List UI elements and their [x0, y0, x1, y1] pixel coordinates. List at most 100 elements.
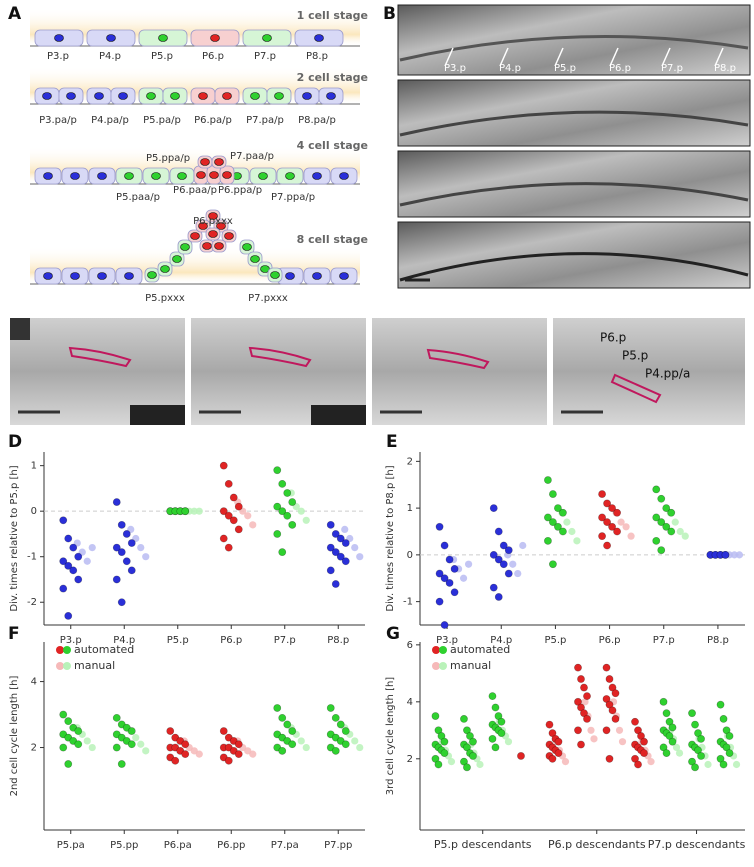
- outline: [426, 348, 490, 370]
- data-point: [631, 754, 639, 763]
- cell-label: P7.ppa/p: [271, 192, 315, 203]
- cell-label: P7.pxxx: [248, 293, 288, 304]
- arrow: [609, 47, 619, 67]
- data-point: [127, 740, 136, 749]
- cell-label: P4.p: [499, 63, 521, 74]
- cell-label: P5.p: [554, 63, 576, 74]
- data-point: [725, 749, 734, 757]
- legend-marker: [439, 662, 447, 670]
- data-point: [331, 580, 340, 588]
- x-tick-label: P5.p descendants: [434, 838, 532, 851]
- y-tick-label: -2: [27, 597, 37, 608]
- data-point: [336, 534, 345, 543]
- data-point: [574, 697, 582, 706]
- cuticle: [399, 252, 749, 282]
- data-point: [435, 569, 444, 578]
- legend-label: manual: [74, 659, 115, 672]
- cell-label: P5.p: [622, 349, 648, 363]
- cell-label: P4.p: [99, 51, 121, 62]
- data-point: [249, 521, 257, 529]
- y-axis-label: Div. times relative to P8.p [h]: [385, 465, 396, 611]
- data-point: [489, 504, 498, 513]
- data-point: [672, 743, 681, 751]
- data-point: [431, 754, 440, 763]
- data-point: [469, 737, 477, 746]
- data-point: [83, 557, 91, 565]
- arrow: [554, 47, 564, 67]
- data-point: [602, 695, 611, 703]
- data-point: [127, 539, 136, 547]
- nucleus: [180, 243, 190, 251]
- data-point: [278, 713, 287, 722]
- data-point: [64, 717, 73, 726]
- x-tick-label: P5.p: [167, 635, 189, 646]
- stage-title: 8 cell stage: [297, 233, 368, 246]
- data-point: [341, 557, 350, 566]
- data-point: [732, 760, 741, 769]
- y-tick-label: 1: [407, 503, 413, 514]
- data-point: [605, 675, 614, 683]
- x-tick-label: P7.p descendants: [648, 838, 746, 851]
- nucleus: [172, 255, 182, 263]
- data-point: [544, 476, 552, 484]
- x-tick-label: P5.p: [544, 635, 566, 646]
- data-point: [234, 525, 243, 534]
- data-point: [122, 530, 131, 538]
- data-point: [559, 508, 567, 517]
- nucleus: [66, 92, 76, 100]
- data-point: [278, 507, 287, 516]
- data-point: [549, 490, 557, 498]
- data-point: [618, 738, 627, 746]
- data-point: [598, 513, 606, 522]
- nucleus: [222, 92, 232, 100]
- data-point: [219, 461, 228, 470]
- cell-label: P6.p: [600, 331, 626, 345]
- nucleus: [208, 230, 218, 238]
- data-point: [716, 700, 725, 709]
- data-point: [631, 717, 639, 726]
- data-point: [519, 541, 527, 550]
- data-point: [563, 518, 571, 526]
- data-point: [598, 490, 606, 498]
- nucleus: [314, 34, 324, 42]
- data-point: [450, 564, 459, 573]
- arrow: [661, 47, 671, 67]
- cell-label: P6.p: [609, 63, 631, 74]
- legend-marker: [56, 662, 64, 670]
- data-point: [283, 489, 292, 497]
- data-point: [640, 749, 648, 757]
- data-point: [721, 550, 730, 559]
- cell-label: P5.p: [151, 51, 173, 62]
- data-point: [554, 522, 562, 531]
- data-point: [297, 507, 305, 515]
- data-point: [437, 732, 446, 740]
- nucleus: [198, 92, 208, 100]
- data-point: [447, 758, 456, 766]
- data-point: [74, 552, 83, 561]
- data-point: [326, 520, 335, 529]
- data-point: [583, 692, 591, 701]
- data-point: [249, 750, 257, 758]
- data-point: [504, 738, 513, 746]
- stage-title: 2 cell stage: [297, 71, 368, 84]
- data-point: [336, 720, 345, 729]
- data-point: [657, 518, 666, 527]
- data-point: [59, 557, 68, 566]
- panel-b-images: [397, 4, 751, 289]
- nucleus: [214, 242, 224, 250]
- arrow: [714, 47, 724, 67]
- data-point: [497, 717, 506, 726]
- data-point: [652, 485, 661, 494]
- data-point: [278, 479, 287, 488]
- data-point: [504, 546, 513, 555]
- data-point: [288, 727, 297, 735]
- data-point: [59, 584, 68, 593]
- data-point: [697, 734, 705, 743]
- data-point: [466, 732, 474, 740]
- data-point: [668, 737, 677, 746]
- data-point: [722, 726, 731, 735]
- data-point: [122, 557, 131, 566]
- data-point: [580, 683, 588, 692]
- data-point: [719, 760, 728, 769]
- data-point: [494, 712, 503, 720]
